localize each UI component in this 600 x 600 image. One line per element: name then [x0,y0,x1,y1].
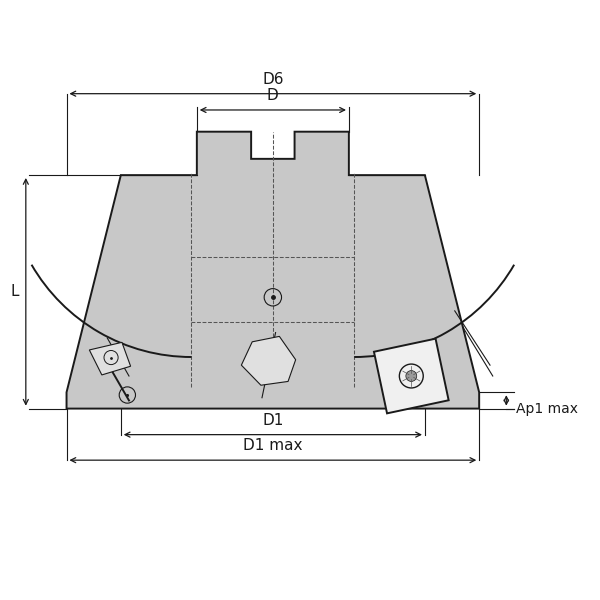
Text: D: D [267,88,279,103]
Text: D1: D1 [262,413,284,428]
Text: Ap1 max: Ap1 max [516,401,578,416]
Text: D1 max: D1 max [243,438,302,453]
Text: D6: D6 [262,71,284,86]
Polygon shape [241,337,296,385]
Polygon shape [67,131,479,409]
Polygon shape [89,343,131,375]
Text: L: L [11,284,19,299]
Polygon shape [374,338,449,413]
Circle shape [406,371,417,382]
